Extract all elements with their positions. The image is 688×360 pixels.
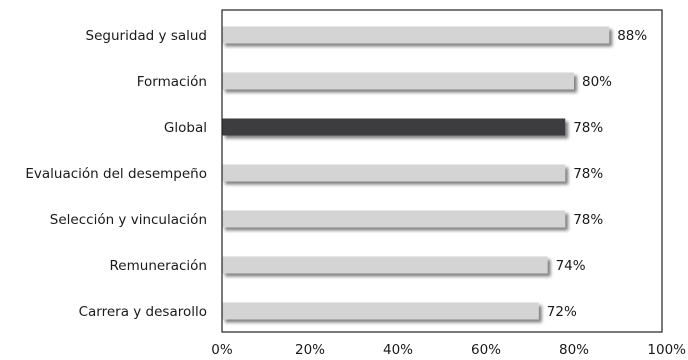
- category-label-evaluacion-del-desempeno: Evaluación del desempeño: [25, 166, 207, 182]
- value-label-carrera-y-desarollo: 72%: [547, 304, 577, 320]
- x-tick-label-0: 0%: [211, 342, 233, 358]
- bars-group: [222, 26, 610, 320]
- x-tick-label-40: 40%: [383, 342, 413, 358]
- bar-remuneracion: [222, 256, 548, 274]
- x-tick-label-60: 60%: [471, 342, 501, 358]
- value-label-seleccion-y-vinculacion: 78%: [573, 212, 603, 228]
- category-label-carrera-y-desarollo: Carrera y desarollo: [79, 304, 207, 320]
- category-label-global: Global: [164, 120, 207, 136]
- bar-global: [222, 118, 566, 136]
- x-tick-label-80: 80%: [559, 342, 589, 358]
- labels-group: Seguridad y salud 88% Formación 80% Global 78…: [25, 28, 647, 320]
- category-label-remuneracion: Remuneración: [110, 258, 207, 274]
- x-tick-label-20: 20%: [295, 342, 325, 358]
- value-label-remuneracion: 74%: [556, 258, 586, 274]
- value-label-formacion: 80%: [582, 74, 612, 90]
- category-label-formacion: Formación: [137, 74, 207, 90]
- bar-formacion: [222, 72, 574, 90]
- value-label-seguridad-y-salud: 88%: [617, 28, 647, 44]
- value-label-global: 78%: [573, 120, 603, 136]
- x-axis-ticks: 0% 20% 40% 60% 80% 100%: [211, 342, 686, 358]
- x-tick-label-100: 100%: [647, 342, 686, 358]
- category-label-seleccion-y-vinculacion: Selección y vinculación: [50, 212, 207, 228]
- bar-seguridad-y-salud: [222, 26, 610, 44]
- bar-seleccion-y-vinculacion: [222, 210, 566, 228]
- category-label-seguridad-y-salud: Seguridad y salud: [86, 28, 207, 44]
- plot-area-frame: [221, 9, 663, 333]
- bar-evaluacion-del-desempeno: [222, 164, 566, 182]
- value-label-evaluacion-del-desempeno: 78%: [573, 166, 603, 182]
- bar-carrera-y-desarollo: [222, 302, 539, 320]
